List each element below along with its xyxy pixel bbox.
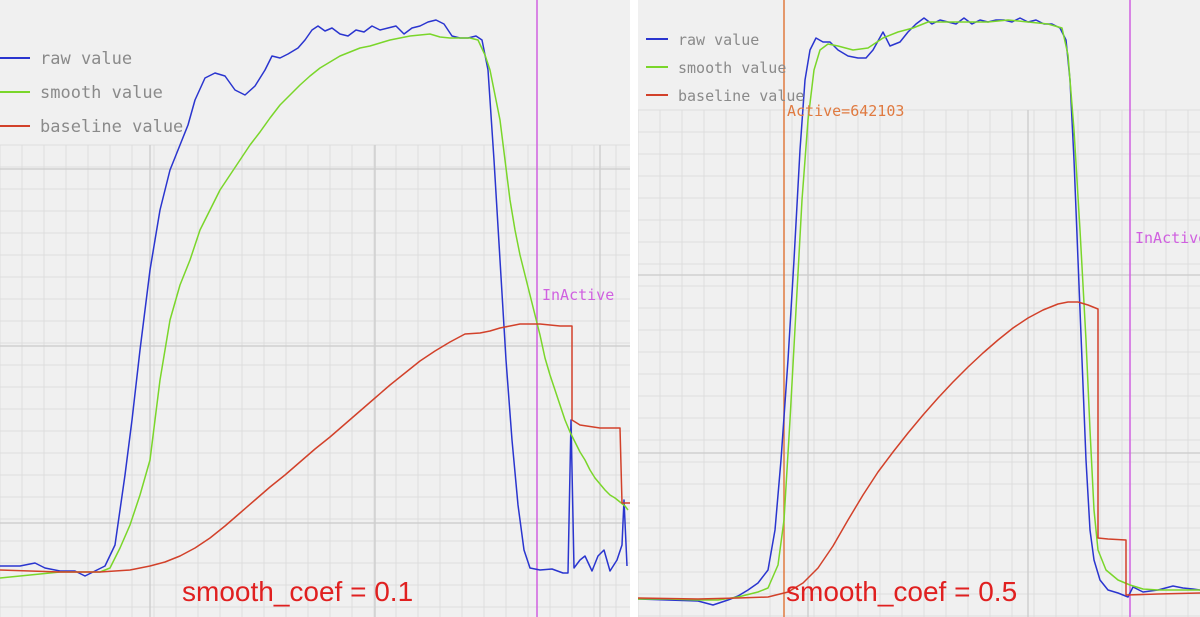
legend-label-baseline: baseline value	[678, 87, 804, 105]
series-raw-line	[0, 19, 628, 577]
active-marker-label: Active=642103	[787, 102, 904, 120]
grid-1	[638, 109, 1200, 617]
series-raw-line	[638, 17, 1200, 606]
inactive-marker-label: InActive	[542, 286, 614, 304]
chart-svg-right: Active=642103 InActive raw value smooth val…	[638, 0, 1200, 617]
inactive-marker-label: InActive	[1135, 229, 1200, 247]
series-smooth-line	[0, 33, 629, 579]
legend-label-smooth: smooth value	[40, 83, 163, 103]
legend-label-raw: raw value	[40, 49, 132, 69]
grid-0	[0, 144, 630, 617]
legend-label-baseline: baseline value	[40, 117, 183, 137]
legend-label-smooth: smooth value	[678, 59, 786, 77]
chart-svg-left: InActive raw value smooth value baseline va…	[0, 0, 630, 617]
series-smooth-line	[638, 19, 1200, 601]
legend-label-raw: raw value	[678, 31, 759, 49]
series-baseline-line	[638, 301, 1200, 600]
caption-right: smooth_coef = 0.5	[786, 576, 1018, 607]
chart-panel-smooth-coef-0-1: InActive raw value smooth value baseline va…	[0, 0, 630, 617]
chart-panel-smooth-coef-0-5: Active=642103 InActive raw value smooth val…	[638, 0, 1200, 617]
caption-left: smooth_coef = 0.1	[182, 576, 414, 607]
series-baseline-line	[0, 323, 630, 573]
